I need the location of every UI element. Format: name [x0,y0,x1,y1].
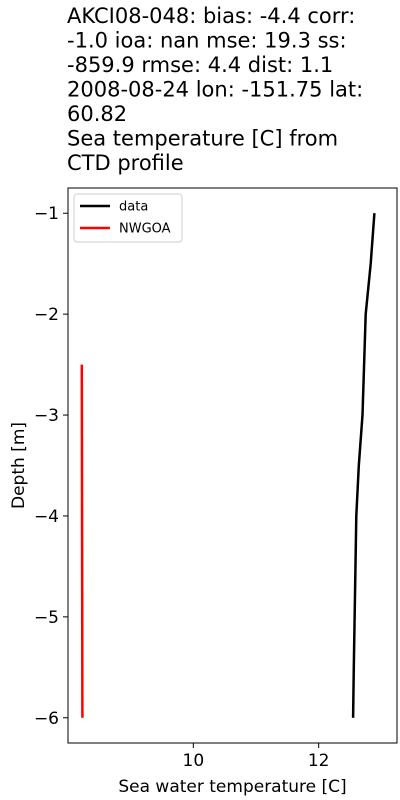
series-line-data [351,213,376,718]
x-tick-label: 10 [183,751,205,771]
title-line: 2008-08-24 lon: -151.75 lat: [67,78,363,102]
title-line: 60.82 [67,102,127,126]
x-axis: 10 12 [183,743,330,771]
legend-label: NWGOA [119,222,171,237]
axes-frame [67,187,398,744]
y-tick-label: −3 [34,406,59,426]
title-line: AKCI08-048: bias: -4.4 corr: [67,4,355,28]
title-line: CTD profile [67,151,184,175]
x-axis-label: Sea water temperature [C] [118,777,346,797]
y-axis-label: Depth [m] [9,422,29,509]
legend-label: data [119,200,148,215]
legend: data NWGOA [73,193,183,243]
y-tick-label: −5 [34,608,59,628]
plot-area: 10 12 −1 −2 −3 −4 −5 −6 data NWGOA [34,187,398,771]
y-tick-label: −4 [34,507,59,527]
y-tick-label: −2 [34,305,59,325]
y-axis: −1 −2 −3 −4 −5 −6 [34,204,68,729]
y-tick-label: −1 [34,204,59,224]
x-tick-label: 12 [308,751,330,771]
y-tick-label: −6 [34,709,59,729]
title-line: Sea temperature [C] from [67,127,338,151]
title-line: -1.0 ioa: nan mse: 19.3 ss: [67,29,347,53]
series-layer [80,213,376,718]
series-line-nwgoa [80,364,84,718]
chart-title: AKCI08-048: bias: -4.4 corr:-1.0 ioa: na… [67,4,363,175]
title-line: -859.9 rmse: 4.4 dist: 1.1 [67,53,333,77]
